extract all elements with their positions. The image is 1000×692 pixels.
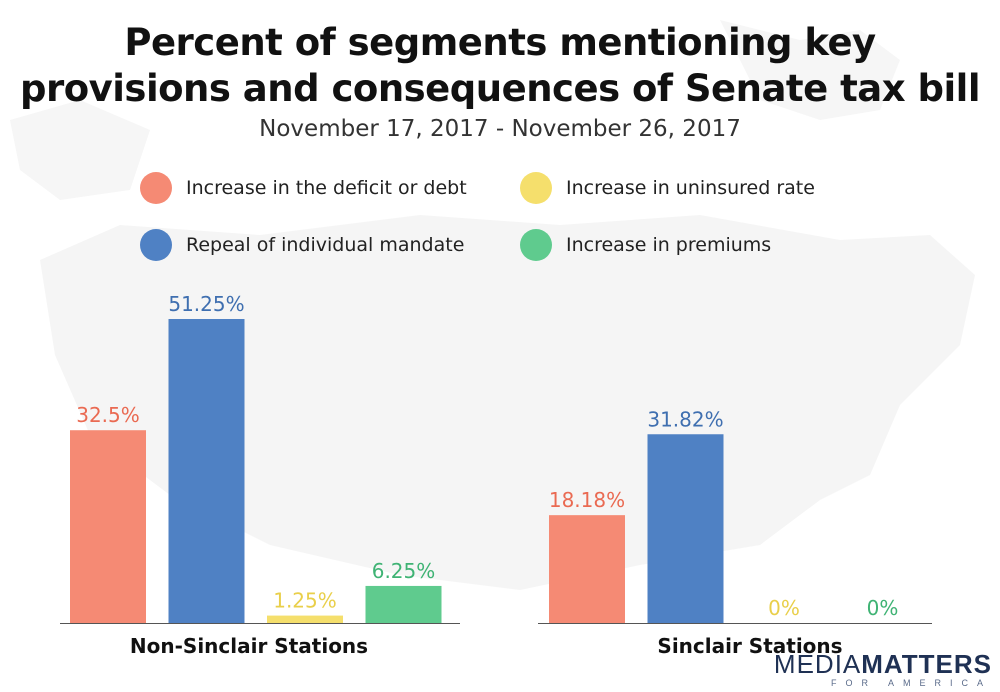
logo-word-matters: MATTERS xyxy=(861,649,992,679)
legend-label-uninsured: Increase in uninsured rate xyxy=(566,177,815,199)
legend-item-deficit: Increase in the deficit or debt xyxy=(140,172,467,204)
legend-label-mandate: Repeal of individual mandate xyxy=(186,234,465,256)
legend-item-mandate: Repeal of individual mandate xyxy=(140,229,464,261)
bar-sinclair-deficit xyxy=(549,515,625,623)
title-line-2: provisions and consequences of Senate ta… xyxy=(19,67,981,110)
legend-swatch-deficit xyxy=(140,172,172,204)
title-line-1: Percent of segments mentioning key xyxy=(124,21,876,64)
legend-swatch-premiums xyxy=(520,229,552,261)
bar-sinclair-mandate xyxy=(647,434,724,623)
group-label-sinclair: Sinclair Stations xyxy=(657,634,842,658)
data-label-sinclair-mandate: 31.82% xyxy=(647,407,723,431)
data-label-sinclair-deficit: 18.18% xyxy=(549,488,625,512)
data-label-non-sinclair-mandate: 51.25% xyxy=(168,292,244,316)
bar-non-sinclair-deficit xyxy=(70,430,146,623)
bar-non-sinclair-mandate xyxy=(168,319,245,623)
media-matters-logo: MEDIAMATTERS FOR AMERICA xyxy=(774,650,992,688)
bar-non-sinclair-uninsured xyxy=(267,615,343,623)
logo-tagline: FOR AMERICA xyxy=(830,678,992,688)
data-label-non-sinclair-deficit: 32.5% xyxy=(76,403,140,427)
legend-item-premiums: Increase in premiums xyxy=(520,229,771,261)
legend-label-deficit: Increase in the deficit or debt xyxy=(186,177,467,199)
data-label-non-sinclair-uninsured: 1.25% xyxy=(273,589,337,613)
chart-title: Percent of segments mentioning key provi… xyxy=(0,20,1000,112)
bar-non-sinclair-premiums xyxy=(365,585,442,623)
data-label-sinclair-premiums: 0% xyxy=(867,596,899,620)
data-label-non-sinclair-premiums: 6.25% xyxy=(372,559,436,583)
data-label-sinclair-uninsured: 0% xyxy=(768,596,800,620)
logo-word-media: MEDIA xyxy=(773,649,862,679)
bar-chart: 32.5% 51.25% 1.25% 6.25% Non-Sinclair Statio… xyxy=(60,292,932,658)
legend-label-premiums: Increase in premiums xyxy=(566,234,772,256)
group-label-non-sinclair: Non-Sinclair Stations xyxy=(130,634,368,658)
legend-swatch-uninsured xyxy=(520,172,552,204)
legend-item-uninsured: Increase in uninsured rate xyxy=(520,172,815,204)
chart-subtitle: November 17, 2017 - November 26, 2017 xyxy=(259,116,741,142)
legend-swatch-mandate xyxy=(140,229,172,261)
